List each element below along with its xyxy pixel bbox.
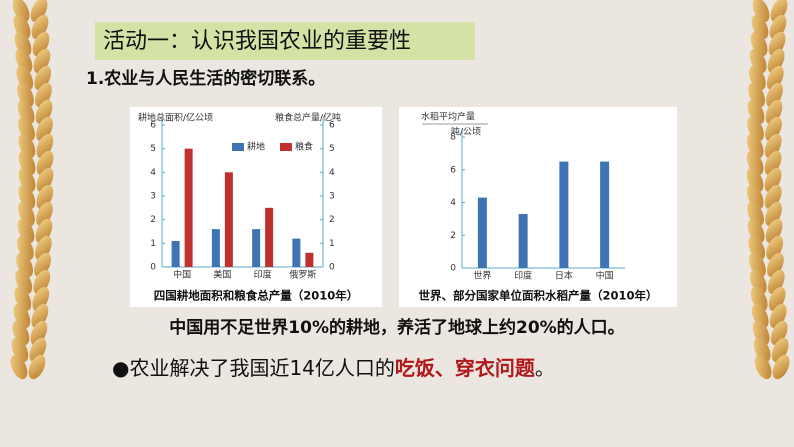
conclusion-end: 。: [535, 356, 555, 380]
legend-swatch: [232, 143, 244, 151]
chart-panel: [130, 107, 382, 307]
y-tick-label: 4: [450, 198, 456, 208]
y-tick-label: 0: [450, 264, 456, 274]
wheat-decoration: [10, 0, 790, 380]
x-tick-label: 日本: [555, 270, 573, 282]
bar: [518, 213, 528, 268]
legend-label: 耕地: [247, 141, 265, 153]
conclusion: ●农业解决了我国近14亿人口的吃饭、穿衣问题。: [112, 356, 555, 380]
x-tick-label: 世界: [473, 270, 491, 282]
y2-tick-label: 1: [329, 239, 335, 249]
y2-tick-label: 2: [329, 215, 335, 225]
chart-caption: 世界、部分国家单位面积水稻产量（2010年）: [418, 289, 657, 303]
statement: 中国用不足世界10%的耕地，养活了地球上约20%的人口。: [169, 317, 624, 338]
x-tick-label: 中国: [173, 269, 191, 281]
y2-tick-label: 5: [329, 144, 335, 154]
wheat-grain: [772, 354, 790, 380]
chart-panel: [399, 107, 677, 307]
bar: [252, 229, 261, 267]
y-label: 耕地总面积/亿公顷: [138, 112, 213, 124]
bar: [292, 238, 301, 267]
y-label: 吨/公顷: [451, 126, 481, 138]
y2-tick-label: 0: [329, 263, 335, 273]
y-tick-label: 2: [150, 215, 156, 225]
chart-caption: 四国耕地面积和粮食总产量（2010年）: [154, 289, 359, 303]
bar: [211, 229, 220, 267]
wheat-grain: [10, 354, 28, 380]
bar: [224, 172, 233, 267]
y2-tick-label: 6: [329, 121, 335, 131]
bar: [265, 207, 274, 267]
y-tick-label: 0: [150, 263, 156, 273]
legend-label: 粮食: [295, 141, 313, 153]
bar: [600, 161, 610, 268]
legend-swatch: [280, 143, 292, 151]
y2-label: 粮食总产量/亿吨: [275, 112, 341, 124]
y-tick-label: 4: [150, 168, 156, 178]
wheat-grain: [754, 354, 772, 380]
x-tick-label: 中国: [596, 270, 614, 282]
y-tick-label: 6: [450, 165, 456, 175]
bar: [559, 161, 569, 268]
y-tick-label: 2: [450, 231, 456, 241]
y-tick-label: 3: [150, 192, 156, 202]
y-tick-label: 1: [150, 239, 156, 249]
bar: [305, 252, 314, 267]
conclusion-text: ●农业解决了我国近14亿人口的: [112, 356, 395, 380]
wheat-grain: [28, 354, 46, 380]
y2-tick-label: 3: [329, 192, 335, 202]
x-tick-label: 美国: [213, 269, 231, 281]
bar: [171, 240, 180, 267]
y2-tick-label: 4: [329, 168, 335, 178]
title-band: [95, 22, 475, 60]
y-tick-label: 6: [150, 121, 156, 131]
conclusion-highlight: 吃饭、穿衣问题: [395, 356, 536, 380]
bar: [184, 148, 193, 267]
bar: [477, 197, 487, 268]
x-tick-label: 俄罗斯: [289, 269, 316, 281]
x-tick-label: 印度: [254, 269, 272, 281]
y-label: 水稻平均产量: [421, 111, 475, 123]
y-tick-label: 5: [150, 144, 156, 154]
x-tick-label: 印度: [514, 270, 532, 282]
y-tick-label: 8: [450, 133, 456, 143]
title: 活动一：认识我国农业的重要性: [103, 29, 411, 54]
subtitle: 1.农业与人民生活的密切联系。: [86, 68, 325, 89]
